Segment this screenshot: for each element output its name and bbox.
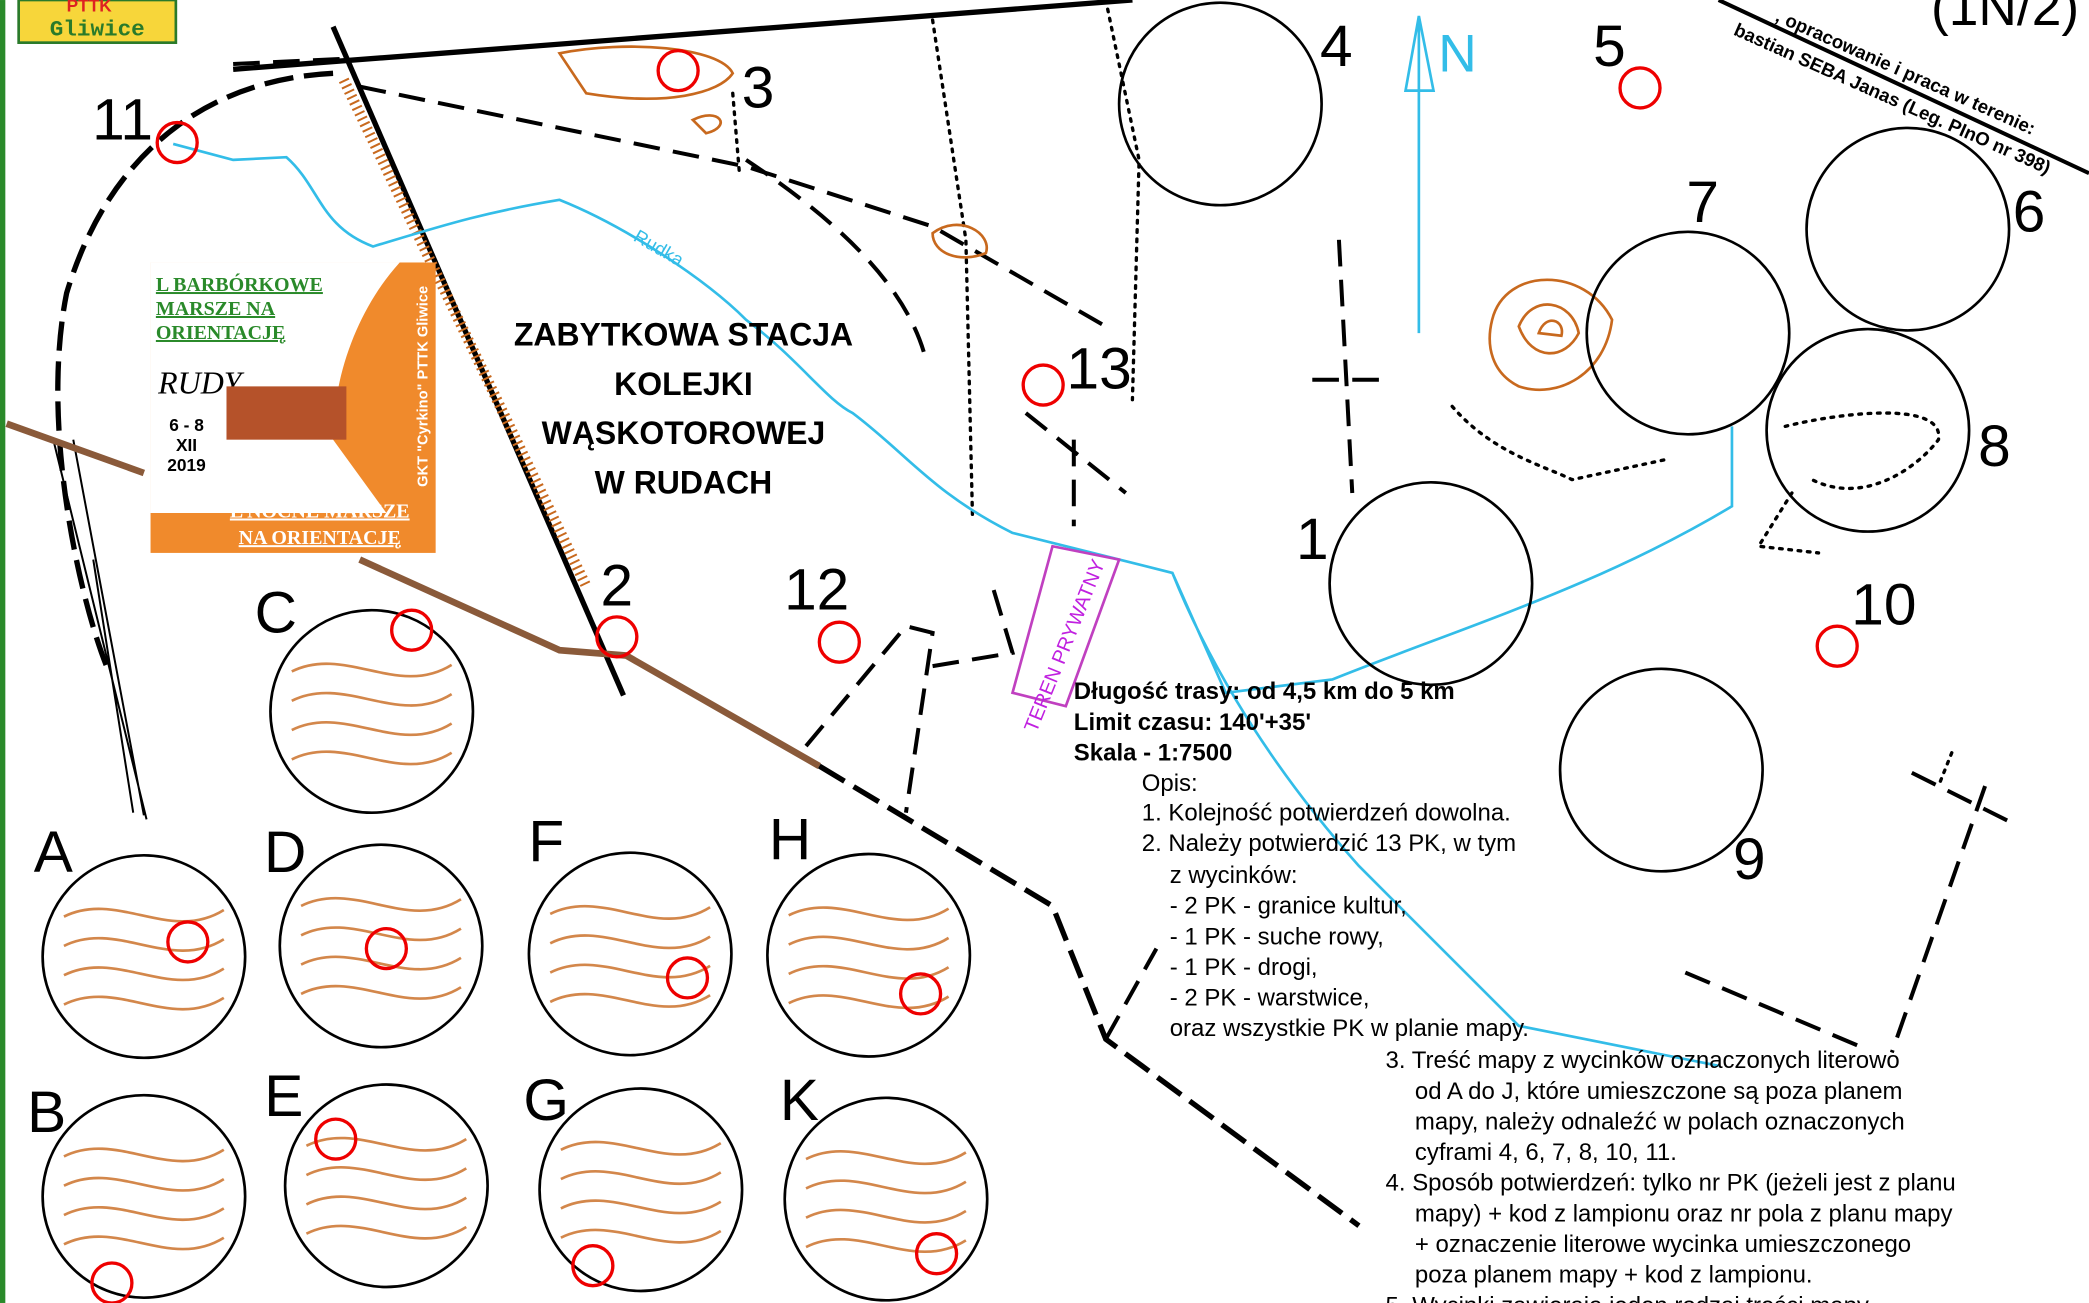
field-number: 9	[1733, 827, 1766, 892]
poster-subtitle: L NOCNE MARSZE	[230, 501, 410, 523]
description-line: 5. Wycinki zawierają jeden rodzaj treści…	[1386, 1292, 1869, 1303]
description-line: z wycinków:	[1170, 862, 1298, 889]
poster-organizer: GKT "Cyrkino" PTTK Gliwice	[416, 286, 432, 487]
description-line: mapy, należy odnaleźć w polach oznaczony…	[1415, 1108, 1905, 1135]
inset-letter: H	[769, 807, 811, 872]
field-number: 6	[2013, 179, 2046, 244]
control-number: 3	[742, 55, 775, 120]
description-line: - 2 PK - granice kultur,	[1170, 893, 1407, 920]
inset-letter: C	[255, 580, 297, 645]
station-label: W RUDACH	[595, 464, 773, 500]
poster-date: 6 - 8	[169, 415, 204, 435]
page: PTTK Gliwice TEREN PRYWATNY 146789235101…	[0, 0, 2089, 1303]
description-line: cyframi 4, 6, 7, 8, 10, 11.	[1415, 1139, 1677, 1166]
inset-letter: E	[264, 1064, 303, 1129]
north-label: N	[1438, 24, 1476, 83]
description-line: - 2 PK - warstwice,	[1170, 985, 1370, 1012]
inset-letter: D	[264, 820, 306, 885]
info-line: Limit czasu: 140'+35'	[1074, 709, 1311, 736]
station-label: WĄSKOTOROWEJ	[542, 415, 826, 451]
description-line: oraz wszystkie PK w planie mapy.	[1170, 1015, 1529, 1042]
poster-title: MARSZE NA	[156, 298, 276, 320]
inset-letter: B	[27, 1080, 66, 1145]
control-number: 12	[784, 558, 849, 623]
inset-letter: A	[34, 820, 73, 885]
poster-subtitle: NA ORIENTACJĘ	[239, 527, 401, 549]
station-label: KOLEJKI	[614, 366, 753, 402]
control-number: 2	[601, 554, 634, 619]
poster-date: 2019	[167, 455, 205, 475]
info-line: Skala - 1:7500	[1074, 739, 1233, 766]
description-line: - 1 PK - drogi,	[1170, 954, 1318, 981]
inset-letter: K	[780, 1068, 819, 1133]
map: PTTK Gliwice TEREN PRYWATNY 146789235101…	[0, 0, 2089, 1303]
logo-text: PTTK	[67, 0, 113, 15]
description-line: - 1 PK - suche rowy,	[1170, 923, 1384, 950]
logo-text: Gliwice	[50, 16, 145, 42]
field-number: 4	[1320, 14, 1353, 79]
description-line: poza planem mapy + kod z lampionu.	[1415, 1262, 1813, 1289]
control-number: 10	[1851, 572, 1916, 637]
poster-image	[226, 386, 346, 439]
description-line: 4. Sposób potwierdzeń: tylko nr PK (jeże…	[1386, 1170, 1956, 1197]
poster-date: XII	[176, 435, 197, 455]
field-number: 8	[1978, 414, 2011, 479]
description-line: + oznaczenie literowe wycinka umieszczon…	[1415, 1231, 1911, 1258]
description-line: od A do J, które umieszczone są poza pla…	[1415, 1078, 1903, 1105]
info-line: Długość trasy: od 4,5 km do 5 km	[1074, 678, 1455, 705]
inset-letter: F	[528, 809, 564, 874]
sheet-code: (1N/2)	[1931, 0, 2079, 37]
description-line: 2. Należy potwierdzić 13 PK, w tym	[1142, 830, 1516, 857]
poster-title: ORIENTACJĘ	[156, 322, 285, 344]
description-line: 3. Treść mapy z wycinków oznaczonych lit…	[1386, 1047, 1900, 1074]
station-label: ZABYTKOWA STACJA	[514, 317, 853, 353]
control-number: 11	[92, 87, 153, 152]
field-number: 7	[1686, 170, 1719, 235]
info-heading: Opis:	[1142, 770, 1198, 797]
poster-title: L BARBÓRKOWE	[156, 272, 323, 296]
control-number: 13	[1067, 337, 1132, 402]
description-line: mapy) + kod z lampionu oraz nr pola z pl…	[1415, 1200, 1953, 1227]
control-number: 5	[1593, 14, 1626, 79]
description-line: 1. Kolejność potwierdzeń dowolna.	[1142, 799, 1511, 826]
border	[0, 0, 5, 1303]
field-number: 1	[1296, 507, 1329, 572]
inset-letter: G	[523, 1068, 569, 1133]
